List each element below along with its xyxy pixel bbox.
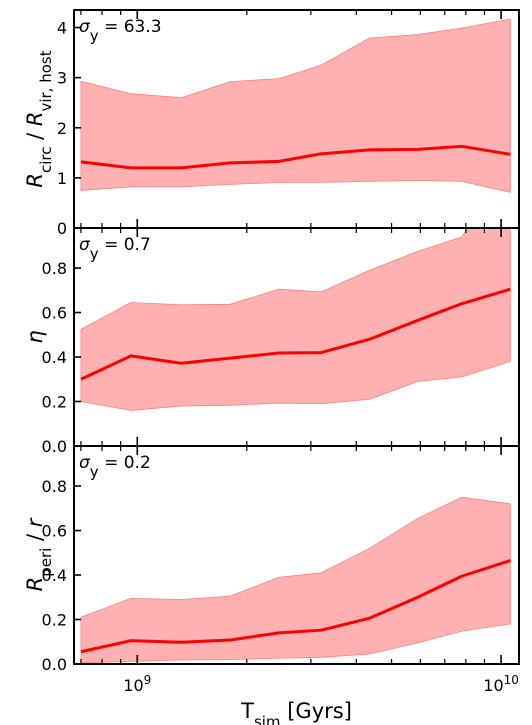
y-tick-label: 0.8 — [42, 259, 67, 278]
x-axis-label: Tsim [Gyrs] — [240, 699, 352, 725]
y-tick-label: 4 — [57, 19, 67, 38]
y-axis-label: Rperi / r — [23, 517, 55, 591]
y-tick-label: 0.2 — [42, 393, 67, 412]
y-tick-label: 0.0 — [42, 437, 67, 456]
x-tick-label: 109 — [123, 673, 151, 695]
y-tick-label: 0.6 — [42, 522, 67, 541]
y-tick-label: 0.4 — [42, 348, 67, 367]
y-tick-label: 0.6 — [42, 304, 67, 323]
y-tick-label: 0 — [57, 219, 67, 238]
sigma-annotation: σy = 0.7 — [79, 235, 151, 263]
y-tick-label: 0.8 — [42, 477, 67, 496]
sigma-annotation: σy = 0.2 — [79, 453, 151, 481]
sigma-annotation: σy = 63.3 — [79, 17, 162, 45]
spread-band — [80, 496, 511, 664]
x-tick-label: 1010 — [483, 673, 519, 695]
panel-3: 0.0 0.2 0.4 0.6 0.8 σy = 0.2 Rperi / r — [23, 445, 520, 674]
y-tick-label: 0.2 — [42, 611, 67, 630]
median-line — [80, 559, 511, 654]
y-axis-label: η — [23, 330, 47, 343]
median-line — [80, 144, 511, 170]
y-tick-label: 0.0 — [42, 655, 67, 674]
y-tick-label: 2 — [57, 119, 67, 138]
plot-frame — [73, 445, 520, 665]
x-axis: 109 1010 Tsim [Gyrs] — [123, 673, 519, 725]
spread-band — [80, 228, 511, 411]
y-tick-label: 1 — [57, 169, 67, 188]
panel-1: 0 1 2 3 4 σy = 63.3 Rcirc / Rvir, host — [23, 9, 520, 238]
y-tick-label: 3 — [57, 69, 67, 88]
median-line — [80, 287, 511, 381]
y-tick-label: 0.4 — [42, 566, 67, 585]
panel-2: 0.0 0.2 0.4 0.6 0.8 σy = 0.7 η — [23, 227, 520, 456]
y-axis-label: Rcirc / Rvir, host — [23, 50, 55, 187]
